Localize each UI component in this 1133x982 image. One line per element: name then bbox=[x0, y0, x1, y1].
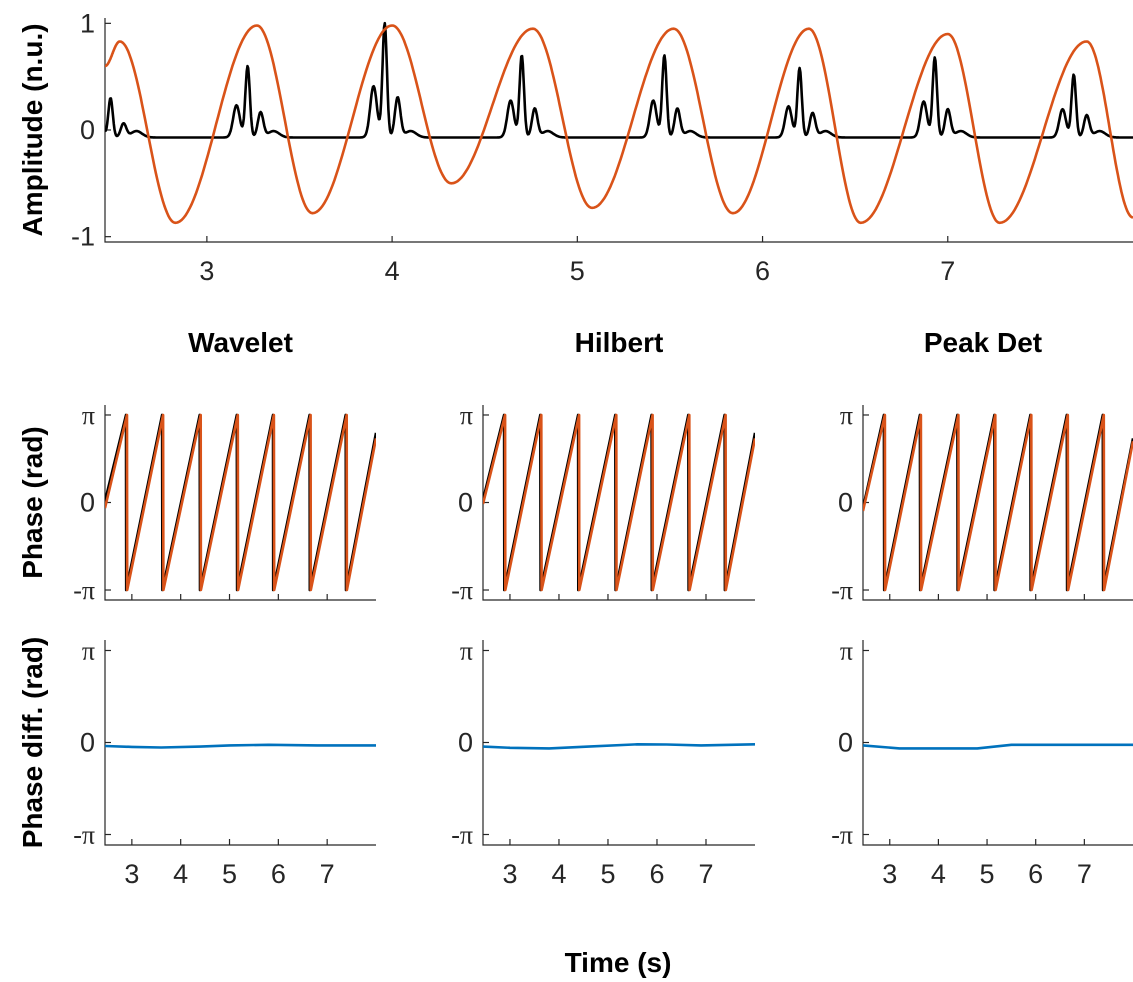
y-axis-label: Amplitude (n.u.) bbox=[17, 23, 48, 236]
x-tick-label: 5 bbox=[222, 859, 237, 889]
y-tick-label: π bbox=[840, 636, 853, 665]
y-tick-label: 0 bbox=[458, 728, 473, 758]
series-line-black bbox=[105, 21, 1133, 139]
series-line-blue bbox=[483, 743, 755, 750]
y-tick-label: 0 bbox=[80, 488, 95, 518]
x-tick-label: 4 bbox=[931, 859, 946, 889]
x-tick-label: 3 bbox=[124, 859, 139, 889]
y-tick-label: -π bbox=[831, 821, 853, 850]
x-tick-label: 6 bbox=[649, 859, 664, 889]
y-tick-label: 0 bbox=[80, 115, 95, 145]
x-tick-label: 7 bbox=[320, 859, 335, 889]
x-tick-label: 4 bbox=[385, 256, 400, 286]
panel-phase-hilbert: -π 0 π Hilbert bbox=[451, 327, 755, 605]
y-tick-label: π bbox=[460, 636, 473, 665]
x-tick-label: 7 bbox=[940, 256, 955, 286]
plot-area bbox=[483, 413, 755, 592]
plot-area bbox=[105, 413, 376, 592]
x-tick-label: 5 bbox=[570, 256, 585, 286]
y-tick-label: 0 bbox=[838, 728, 853, 758]
y-tick-label: 0 bbox=[838, 488, 853, 518]
x-tick-label: 5 bbox=[980, 859, 995, 889]
series-line-orange bbox=[863, 413, 1133, 592]
plot-area bbox=[863, 743, 1133, 750]
axis-lines bbox=[104, 18, 1133, 243]
y-tick-label: -π bbox=[451, 821, 473, 850]
x-tick-label: 6 bbox=[1028, 859, 1043, 889]
series-line-blue bbox=[863, 743, 1133, 750]
panel-phase-wavelet: -π 0 π Wavelet Phase (rad) bbox=[17, 327, 376, 605]
series-line-orange bbox=[105, 24, 1133, 225]
x-tick-label: 5 bbox=[600, 859, 615, 889]
shared-x-axis-label: Time (s) bbox=[565, 947, 672, 978]
axis-lines bbox=[104, 640, 376, 846]
x-tick-label: 7 bbox=[1077, 859, 1092, 889]
y-axis-label: Phase diff. (rad) bbox=[17, 637, 48, 849]
y-tick-label: -1 bbox=[71, 222, 95, 252]
panel-phase-peak: -π 0 π Peak Det bbox=[831, 327, 1133, 605]
panel-title: Wavelet bbox=[188, 327, 293, 358]
x-tick-label: 6 bbox=[755, 256, 770, 286]
y-tick-label: π bbox=[460, 401, 473, 430]
panel-diff-wavelet: -π 0 π 3 4 5 6 7 Phase diff. (rad) bbox=[17, 636, 376, 889]
y-tick-label: 0 bbox=[458, 488, 473, 518]
y-tick-label: 1 bbox=[80, 8, 95, 38]
series-line-orange bbox=[483, 413, 755, 592]
x-tick-label: 3 bbox=[502, 859, 517, 889]
series-line-blue bbox=[105, 743, 376, 749]
panel-diff-hilbert: -π 0 π 3 4 5 6 7 bbox=[451, 636, 755, 889]
x-tick-label: 7 bbox=[698, 859, 713, 889]
plot-area bbox=[105, 743, 376, 749]
panel-title: Hilbert bbox=[575, 327, 664, 358]
panel-title: Peak Det bbox=[924, 327, 1042, 358]
x-tick-label: 4 bbox=[551, 859, 566, 889]
y-tick-label: π bbox=[82, 636, 95, 665]
axis-lines bbox=[862, 405, 1133, 601]
x-tick-label: 3 bbox=[882, 859, 897, 889]
y-tick-label: -π bbox=[451, 576, 473, 605]
y-tick-label: π bbox=[840, 401, 853, 430]
y-tick-label: -π bbox=[73, 821, 95, 850]
x-tick-label: 3 bbox=[199, 256, 214, 286]
axis-lines bbox=[482, 640, 755, 846]
axis-lines bbox=[482, 405, 755, 601]
y-tick-label: π bbox=[82, 401, 95, 430]
axis-lines bbox=[104, 405, 376, 601]
plot-area bbox=[863, 413, 1133, 592]
y-tick-label: -π bbox=[831, 576, 853, 605]
plot-area bbox=[105, 21, 1133, 225]
x-tick-label: 4 bbox=[173, 859, 188, 889]
y-axis-label: Phase (rad) bbox=[17, 426, 48, 579]
panel-diff-peak: -π 0 π 3 4 5 6 7 bbox=[831, 636, 1133, 889]
panel-amplitude: -1 0 1 3 4 5 6 7 Amplitude (n.u.) bbox=[17, 8, 1133, 286]
series-line-orange bbox=[105, 413, 376, 592]
y-tick-label: -π bbox=[73, 576, 95, 605]
x-tick-label: 6 bbox=[271, 859, 286, 889]
plot-area bbox=[483, 743, 755, 750]
y-tick-label: 0 bbox=[80, 728, 95, 758]
axis-lines bbox=[862, 640, 1133, 846]
